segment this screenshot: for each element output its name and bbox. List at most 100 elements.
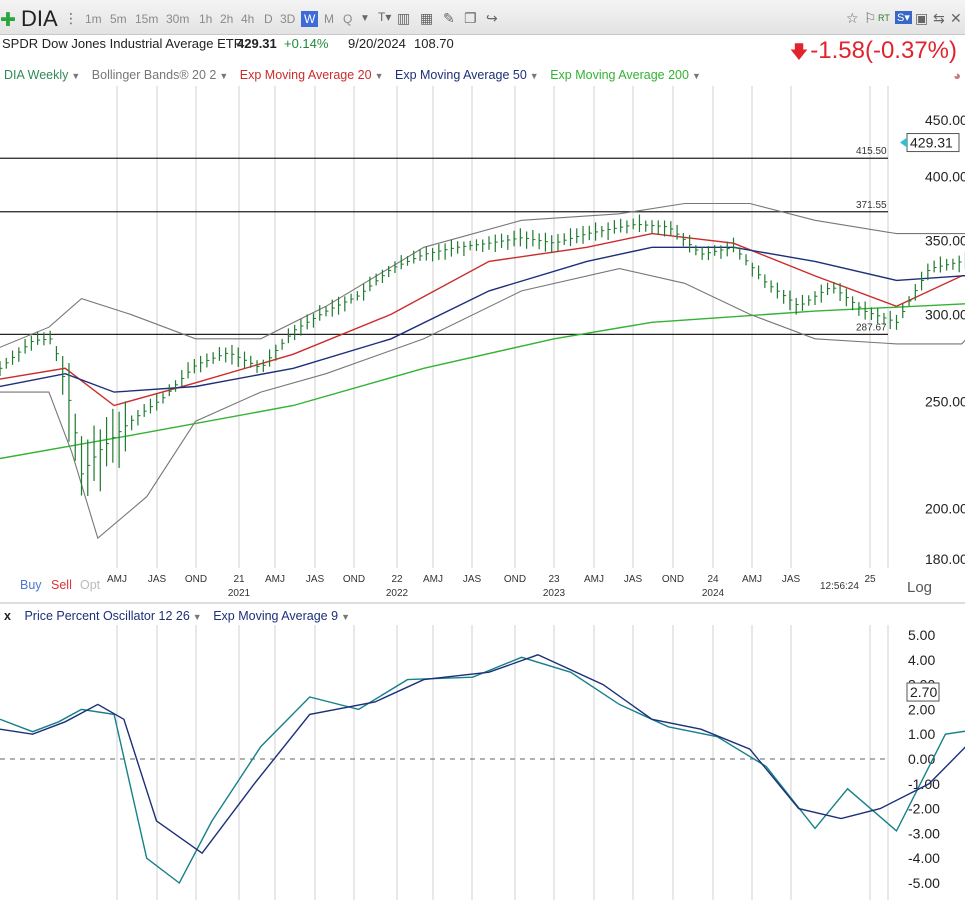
ohlc-bar [864, 301, 868, 320]
timeframe-4h[interactable]: 4h [241, 12, 255, 26]
volume: 108.70 [414, 36, 454, 51]
ohlc-bar [256, 360, 260, 373]
timeframe-w[interactable]: W [301, 11, 319, 27]
ohlc-bar [507, 234, 511, 250]
dropdown-icon[interactable]: ▼ [341, 612, 350, 622]
ohlc-bar [569, 228, 573, 247]
ohlc-bar [952, 258, 956, 270]
dropdown-icon[interactable]: ▼ [360, 13, 370, 24]
share-icon[interactable]: ↪ [486, 10, 498, 26]
ohlc-bar [914, 284, 918, 301]
timeframe-1h[interactable]: 1h [199, 12, 213, 26]
ohlc-bar [406, 256, 410, 266]
pencil-icon[interactable]: ✎ [443, 10, 455, 26]
color-palette-icon[interactable]: ◕ [953, 68, 961, 83]
ohlc-bar [551, 235, 555, 254]
streaming-icon[interactable]: S▾ [895, 11, 912, 24]
dropdown-icon[interactable]: ▼ [219, 71, 229, 81]
buy-button[interactable]: Buy [20, 578, 42, 592]
close-icon[interactable]: ✕ [950, 10, 962, 26]
timeframe-3d[interactable]: 3D [280, 12, 296, 26]
ohlc-bar [200, 355, 204, 373]
x-tick-label: JAS [624, 574, 643, 585]
x-tick-label: AMJ [742, 574, 762, 585]
ohlc-bar [645, 220, 649, 232]
osc-y-tick-label: 5.00 [908, 627, 935, 643]
osc-y-tick-label: 2.00 [908, 701, 935, 717]
flag-icon[interactable]: ⚐ [864, 10, 877, 26]
ohlc-bar [231, 344, 235, 365]
ohlc-bar [294, 324, 298, 341]
legend-ppo-ema[interactable]: Exp Moving Average 9 ▼ [213, 609, 350, 623]
copy-icon[interactable]: ❐ [464, 10, 477, 26]
ohlc-bar [118, 411, 122, 468]
calculator-icon[interactable]: ▦ [420, 10, 434, 26]
osc-series-price-percent-oscillator-12-26 [0, 656, 965, 885]
timeframe-q[interactable]: Q [343, 12, 353, 26]
dropdown-icon[interactable]: ▼ [374, 71, 384, 81]
star-icon[interactable]: ☆ [846, 10, 859, 26]
symbol-input[interactable]: DIA [21, 6, 58, 31]
ohlc-bar [958, 255, 962, 273]
ohlc-bar [68, 363, 72, 442]
ohlc-bar [682, 233, 686, 247]
close-indicator-button[interactable]: x [4, 609, 11, 623]
price-bars [0, 214, 965, 497]
ohlc-bar [833, 281, 837, 294]
ohlc-bar [776, 282, 780, 299]
ohlc-bar [720, 245, 724, 259]
x-tick-label: JAS [782, 574, 801, 585]
x-tick-label: OND [185, 574, 207, 585]
series-exp-moving-average-200 [0, 303, 965, 460]
ohlc-bar [594, 222, 599, 241]
options-button[interactable]: Opt [80, 578, 101, 592]
legend-ema50[interactable]: Exp Moving Average 50 ▼ [395, 68, 539, 82]
bar-style-icon[interactable]: ▥ [397, 10, 411, 26]
ohlc-bar [726, 241, 730, 257]
timeframe-d[interactable]: D [264, 12, 273, 26]
timeframe-5m[interactable]: 5m [110, 12, 127, 26]
y-tick-label: 400.00 [925, 168, 965, 184]
dropdown-icon[interactable]: ▼ [192, 612, 202, 622]
x-year-label: 2022 [386, 588, 409, 599]
log-scale-toggle[interactable]: Log [907, 579, 933, 596]
ohlc-bar [839, 283, 843, 301]
osc-series-exp-moving-average-9 [0, 654, 965, 855]
last-price-label: 429.31 [910, 135, 953, 151]
osc-y-tick-label: -5.00 [908, 875, 940, 891]
dropdown-icon[interactable]: ▼ [529, 71, 539, 81]
legend-dia-weekly[interactable]: DIA Weekly ▼ [4, 68, 80, 82]
legend-label: Exp Moving Average 20 [239, 68, 372, 82]
settings-icon[interactable]: ⇆ [933, 10, 945, 26]
dropdown-icon[interactable]: ▼ [71, 71, 81, 81]
ohlc-bar [43, 332, 47, 346]
series-exp-moving-average-50 [0, 246, 965, 393]
timeframe-15m[interactable]: 15m [135, 12, 159, 26]
ohlc-bar [526, 231, 530, 249]
timeframe-1m[interactable]: 1m [85, 12, 102, 26]
timeframe-2h[interactable]: 2h [220, 12, 234, 26]
ohlc-bar [187, 362, 191, 379]
x-tick-label: OND [662, 574, 684, 585]
legend-ppo[interactable]: Price Percent Oscillator 12 26 ▼ [24, 609, 201, 623]
series-exp-moving-average-20 [0, 232, 965, 407]
ohlc-bar [80, 436, 84, 496]
x-tick-label: AMJ [423, 574, 443, 585]
add-icon[interactable]: ✚ [0, 10, 16, 31]
ohlc-bar [620, 218, 624, 233]
legend-label: Exp Moving Average 50 [394, 68, 527, 82]
timeframe-m[interactable]: M [324, 12, 334, 26]
sell-button[interactable]: Sell [51, 578, 72, 592]
text-tool-icon[interactable]: T▾ [378, 10, 392, 24]
timeframe-30m[interactable]: 30m [166, 12, 190, 26]
legend-bollinger[interactable]: Bollinger Bands® 20 2 ▼ [92, 68, 229, 82]
osc-last-value-box [906, 682, 940, 702]
realtime-icon[interactable]: RT [878, 13, 890, 23]
save-icon[interactable]: ▣ [915, 10, 929, 26]
ohlc-bar [400, 255, 404, 270]
legend-ema20[interactable]: Exp Moving Average 20 ▼ [240, 68, 384, 82]
bar-timer: 12:56:24 [820, 581, 859, 592]
dropdown-icon[interactable]: ▼ [691, 71, 701, 81]
legend-ema200[interactable]: Exp Moving Average 200 ▼ [550, 68, 701, 82]
